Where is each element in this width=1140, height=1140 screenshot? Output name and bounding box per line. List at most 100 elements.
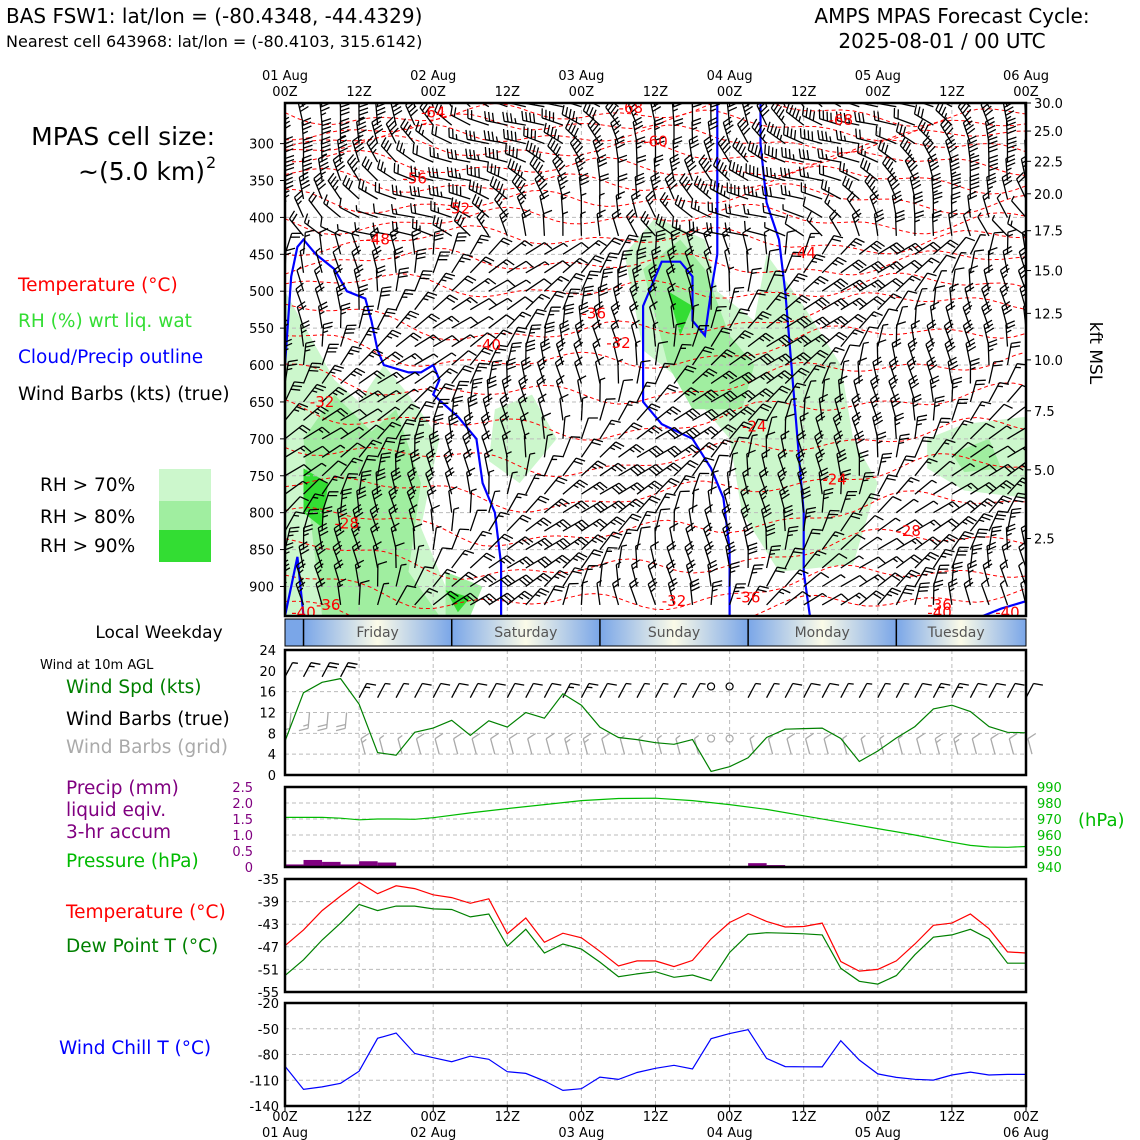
- weekday-name: Tuesday: [927, 625, 985, 641]
- precip-tick-label: 0: [245, 861, 253, 876]
- upper-air-barb: [915, 304, 926, 328]
- pressure-tick-label: 450: [249, 248, 274, 263]
- upper-air-barb: [378, 287, 392, 310]
- rh-key-swatch: [159, 501, 211, 533]
- upper-air-barb: [470, 510, 487, 531]
- wind-barb-true: [1008, 684, 1025, 698]
- wind-barb-grid: [454, 734, 462, 755]
- upper-air-barb: [989, 361, 1003, 383]
- isotherm-label: -56: [402, 169, 427, 187]
- precip-legend-label: 3-hr accum: [66, 822, 171, 843]
- rh-key-label: RH > 70%: [40, 475, 135, 496]
- upper-air-barb: [690, 579, 699, 605]
- isotherm-label: -36: [736, 589, 761, 607]
- upper-air-barb: [781, 185, 804, 199]
- upper-air-barb: [660, 192, 674, 217]
- upper-air-barb: [714, 157, 730, 181]
- kft-axis: 30.025.022.520.017.515.012.510.07.55.02.…: [1026, 97, 1063, 547]
- upper-air-barb: [646, 191, 656, 217]
- top-date-label: 05 Aug: [855, 69, 901, 84]
- weekday-name: Sunday: [648, 625, 700, 641]
- isotherm-label: -36: [582, 304, 607, 322]
- wind-barb-grid: [583, 734, 591, 755]
- temp-tick-label: -47: [258, 941, 279, 956]
- upper-air-barb: [433, 273, 455, 291]
- upper-air-barb: [452, 529, 470, 550]
- upper-air-barb: [555, 357, 564, 384]
- upper-air-barb: [896, 555, 922, 568]
- upper-air-barb: [689, 136, 699, 162]
- upper-air-barb: [748, 543, 757, 568]
- upper-air-barb: [452, 550, 474, 568]
- upper-air-barb: [508, 159, 526, 181]
- wind-barb-grid: [336, 713, 347, 731]
- upper-air-barb: [433, 353, 456, 365]
- upper-air-barb: [896, 499, 918, 512]
- wind-barb-true: [952, 684, 969, 698]
- upper-air-barb: [651, 542, 659, 568]
- top-tick-label: 00Z: [272, 85, 298, 100]
- nearest-cell-line: Nearest cell 643968: lat/lon = (-80.4103…: [6, 32, 422, 51]
- wind-tick-label: 4: [268, 748, 276, 763]
- upper-air-barb: [544, 307, 560, 328]
- upper-air-barb: [526, 557, 552, 568]
- rh-legend: RH > 70%RH > 80%RH > 90%: [40, 469, 211, 562]
- upper-air-barb: [1007, 137, 1016, 162]
- upper-air-barb: [600, 532, 622, 550]
- wind-barb-true: [341, 663, 358, 677]
- upper-air-barb: [878, 557, 904, 568]
- wind-panel-title: Wind at 10m AGL: [40, 658, 154, 673]
- upper-air-barb: [693, 427, 719, 439]
- upper-air-barb: [1012, 196, 1026, 217]
- upper-air-barb: [704, 523, 713, 550]
- upper-air-barb: [612, 209, 621, 235]
- precip-legend-label: Pressure (hPa): [66, 851, 199, 872]
- chill-legend-label: Wind Chill T (°C): [59, 1038, 211, 1059]
- top-tick-label: 12Z: [346, 85, 372, 100]
- isotherm-label: -64: [421, 104, 446, 122]
- upper-air-barb: [896, 434, 909, 457]
- upper-air-barb: [521, 94, 544, 107]
- wind-barb-true: [507, 684, 524, 698]
- kft-tick-label: 22.5: [1034, 155, 1063, 170]
- upper-air-barb: [748, 565, 763, 587]
- upper-air-barb: [452, 276, 476, 291]
- upper-air-barb: [507, 591, 532, 605]
- pressure-axis: 300350400450500550600650700750800850900: [249, 138, 285, 596]
- bottom-tick-label: 00Z: [865, 1110, 891, 1125]
- upper-air-barb: [674, 491, 690, 513]
- upper-air-barb: [433, 215, 452, 236]
- wind-barb-true: [1026, 684, 1043, 698]
- wind-tick-label: 8: [268, 727, 276, 742]
- upper-air-barb: [711, 581, 722, 605]
- upper-air-barb: [309, 192, 322, 217]
- bottom-tick-label: 12Z: [643, 1110, 669, 1125]
- isotherm-label: -48: [365, 231, 390, 249]
- wind-barb-true: [896, 684, 909, 698]
- upper-air-barb: [452, 366, 474, 384]
- upper-air-barb: [401, 119, 415, 144]
- bottom-tick-label: 12Z: [346, 1110, 372, 1125]
- upper-air-barb: [544, 477, 567, 494]
- upper-air-barb: [489, 470, 494, 494]
- bottom-date-label: 03 Aug: [558, 1126, 604, 1140]
- upper-air-barb: [452, 508, 459, 531]
- upper-air-barb: [841, 298, 867, 310]
- upper-air-barb: [321, 137, 330, 162]
- calm-marker: [708, 683, 715, 690]
- rh-key-swatch: [159, 469, 211, 501]
- upper-air-barb: [544, 456, 562, 476]
- upper-air-barb: [675, 195, 692, 217]
- upper-air-barb: [320, 229, 329, 255]
- bottom-tick-label: 12Z: [791, 1110, 817, 1125]
- wind-barb-true: [619, 684, 632, 698]
- wind-barb-grid: [824, 734, 832, 755]
- upper-air-barb: [656, 463, 682, 476]
- upper-air-barb: [997, 194, 1007, 218]
- upper-air-barb: [600, 253, 619, 273]
- upper-air-barb: [933, 396, 944, 420]
- wind-barb-grid: [657, 736, 661, 755]
- wind-barb-grid: [472, 734, 480, 755]
- station-title: BAS FSW1: lat/lon = (-80.4348, -44.4329): [6, 4, 422, 28]
- pressure-tick-label: 500: [249, 285, 274, 300]
